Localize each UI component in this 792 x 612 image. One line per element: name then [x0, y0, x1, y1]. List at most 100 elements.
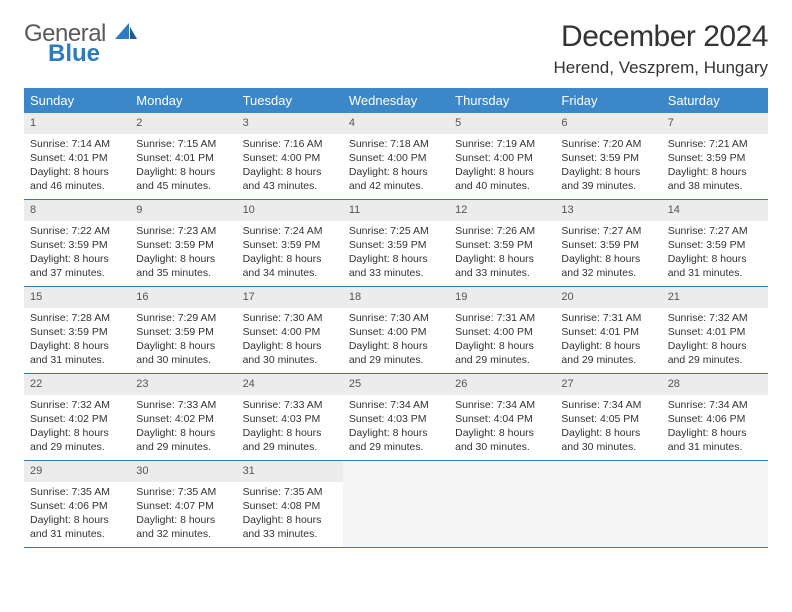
daylight-line: Daylight: 8 hours and 38 minutes. [668, 165, 762, 193]
sunset-line: Sunset: 3:59 PM [561, 151, 655, 165]
calendar-day: 1Sunrise: 7:14 AMSunset: 4:01 PMDaylight… [24, 113, 130, 200]
sunrise-line: Sunrise: 7:19 AM [455, 137, 549, 151]
day-number: 6 [555, 113, 661, 134]
sunset-line: Sunset: 4:04 PM [455, 412, 549, 426]
sail-icon [115, 20, 137, 44]
day-number: 3 [237, 113, 343, 134]
day-body: Sunrise: 7:29 AMSunset: 3:59 PMDaylight:… [130, 308, 236, 372]
day-body: Sunrise: 7:30 AMSunset: 4:00 PMDaylight:… [237, 308, 343, 372]
day-body: Sunrise: 7:30 AMSunset: 4:00 PMDaylight:… [343, 308, 449, 372]
sunset-line: Sunset: 3:59 PM [243, 238, 337, 252]
day-body: Sunrise: 7:27 AMSunset: 3:59 PMDaylight:… [662, 221, 768, 285]
sunrise-line: Sunrise: 7:27 AM [668, 224, 762, 238]
day-body: Sunrise: 7:26 AMSunset: 3:59 PMDaylight:… [449, 221, 555, 285]
day-header: Monday [130, 88, 236, 113]
day-number: 16 [130, 287, 236, 308]
day-body: Sunrise: 7:23 AMSunset: 3:59 PMDaylight:… [130, 221, 236, 285]
sunrise-line: Sunrise: 7:14 AM [30, 137, 124, 151]
day-body: Sunrise: 7:34 AMSunset: 4:04 PMDaylight:… [449, 395, 555, 459]
day-body: Sunrise: 7:15 AMSunset: 4:01 PMDaylight:… [130, 134, 236, 198]
day-number: 22 [24, 374, 130, 395]
day-body: Sunrise: 7:32 AMSunset: 4:02 PMDaylight:… [24, 395, 130, 459]
sunrise-line: Sunrise: 7:34 AM [349, 398, 443, 412]
day-body: Sunrise: 7:34 AMSunset: 4:06 PMDaylight:… [662, 395, 768, 459]
sunset-line: Sunset: 3:59 PM [30, 238, 124, 252]
daylight-line: Daylight: 8 hours and 31 minutes. [668, 252, 762, 280]
calendar-day: 16Sunrise: 7:29 AMSunset: 3:59 PMDayligh… [130, 287, 236, 374]
calendar-day: 7Sunrise: 7:21 AMSunset: 3:59 PMDaylight… [662, 113, 768, 200]
daylight-line: Daylight: 8 hours and 30 minutes. [455, 426, 549, 454]
daylight-line: Daylight: 8 hours and 42 minutes. [349, 165, 443, 193]
daylight-line: Daylight: 8 hours and 45 minutes. [136, 165, 230, 193]
sunrise-line: Sunrise: 7:31 AM [561, 311, 655, 325]
sunrise-line: Sunrise: 7:16 AM [243, 137, 337, 151]
sunset-line: Sunset: 4:01 PM [561, 325, 655, 339]
day-body: Sunrise: 7:35 AMSunset: 4:08 PMDaylight:… [237, 482, 343, 546]
day-number: 12 [449, 200, 555, 221]
sunrise-line: Sunrise: 7:35 AM [136, 485, 230, 499]
sunset-line: Sunset: 4:00 PM [243, 151, 337, 165]
sunset-line: Sunset: 4:02 PM [30, 412, 124, 426]
daylight-line: Daylight: 8 hours and 31 minutes. [668, 426, 762, 454]
day-header: Sunday [24, 88, 130, 113]
day-number: 31 [237, 461, 343, 482]
sunset-line: Sunset: 4:00 PM [243, 325, 337, 339]
calendar-day: 14Sunrise: 7:27 AMSunset: 3:59 PMDayligh… [662, 200, 768, 287]
sunrise-line: Sunrise: 7:22 AM [30, 224, 124, 238]
day-body: Sunrise: 7:18 AMSunset: 4:00 PMDaylight:… [343, 134, 449, 198]
sunrise-line: Sunrise: 7:29 AM [136, 311, 230, 325]
sunrise-line: Sunrise: 7:26 AM [455, 224, 549, 238]
day-body: Sunrise: 7:33 AMSunset: 4:03 PMDaylight:… [237, 395, 343, 459]
header: General Blue December 2024 Herend, Veszp… [24, 20, 768, 78]
daylight-line: Daylight: 8 hours and 31 minutes. [30, 513, 124, 541]
sunrise-line: Sunrise: 7:28 AM [30, 311, 124, 325]
daylight-line: Daylight: 8 hours and 29 minutes. [136, 426, 230, 454]
day-number: 28 [662, 374, 768, 395]
day-number: 17 [237, 287, 343, 308]
calendar-day: 2Sunrise: 7:15 AMSunset: 4:01 PMDaylight… [130, 113, 236, 200]
day-header: Thursday [449, 88, 555, 113]
day-number: 30 [130, 461, 236, 482]
day-body: Sunrise: 7:33 AMSunset: 4:02 PMDaylight:… [130, 395, 236, 459]
daylight-line: Daylight: 8 hours and 35 minutes. [136, 252, 230, 280]
sunset-line: Sunset: 4:00 PM [455, 151, 549, 165]
day-number: 23 [130, 374, 236, 395]
day-header: Tuesday [237, 88, 343, 113]
day-number: 8 [24, 200, 130, 221]
sunrise-line: Sunrise: 7:18 AM [349, 137, 443, 151]
daylight-line: Daylight: 8 hours and 29 minutes. [668, 339, 762, 367]
day-header: Wednesday [343, 88, 449, 113]
sunset-line: Sunset: 4:00 PM [349, 325, 443, 339]
sunrise-line: Sunrise: 7:34 AM [668, 398, 762, 412]
sunrise-line: Sunrise: 7:21 AM [668, 137, 762, 151]
day-number: 19 [449, 287, 555, 308]
daylight-line: Daylight: 8 hours and 32 minutes. [136, 513, 230, 541]
sunrise-line: Sunrise: 7:35 AM [30, 485, 124, 499]
calendar-week: 1Sunrise: 7:14 AMSunset: 4:01 PMDaylight… [24, 113, 768, 200]
sunset-line: Sunset: 3:59 PM [668, 238, 762, 252]
daylight-line: Daylight: 8 hours and 29 minutes. [349, 339, 443, 367]
title-block: December 2024 Herend, Veszprem, Hungary [554, 20, 769, 78]
calendar-day: 21Sunrise: 7:32 AMSunset: 4:01 PMDayligh… [662, 287, 768, 374]
sunset-line: Sunset: 3:59 PM [136, 238, 230, 252]
calendar-week: 8Sunrise: 7:22 AMSunset: 3:59 PMDaylight… [24, 200, 768, 287]
sunset-line: Sunset: 3:59 PM [30, 325, 124, 339]
daylight-line: Daylight: 8 hours and 37 minutes. [30, 252, 124, 280]
calendar-day: 19Sunrise: 7:31 AMSunset: 4:00 PMDayligh… [449, 287, 555, 374]
day-body: Sunrise: 7:21 AMSunset: 3:59 PMDaylight:… [662, 134, 768, 198]
day-number: 26 [449, 374, 555, 395]
sunrise-line: Sunrise: 7:24 AM [243, 224, 337, 238]
sunset-line: Sunset: 4:06 PM [30, 499, 124, 513]
calendar-day: 3Sunrise: 7:16 AMSunset: 4:00 PMDaylight… [237, 113, 343, 200]
sunset-line: Sunset: 4:01 PM [30, 151, 124, 165]
sunset-line: Sunset: 3:59 PM [455, 238, 549, 252]
day-number: 27 [555, 374, 661, 395]
calendar-day: . [662, 461, 768, 548]
daylight-line: Daylight: 8 hours and 29 minutes. [349, 426, 443, 454]
day-number: 20 [555, 287, 661, 308]
day-number: 15 [24, 287, 130, 308]
sunrise-line: Sunrise: 7:31 AM [455, 311, 549, 325]
sunrise-line: Sunrise: 7:30 AM [243, 311, 337, 325]
calendar-day: 12Sunrise: 7:26 AMSunset: 3:59 PMDayligh… [449, 200, 555, 287]
day-number: 14 [662, 200, 768, 221]
